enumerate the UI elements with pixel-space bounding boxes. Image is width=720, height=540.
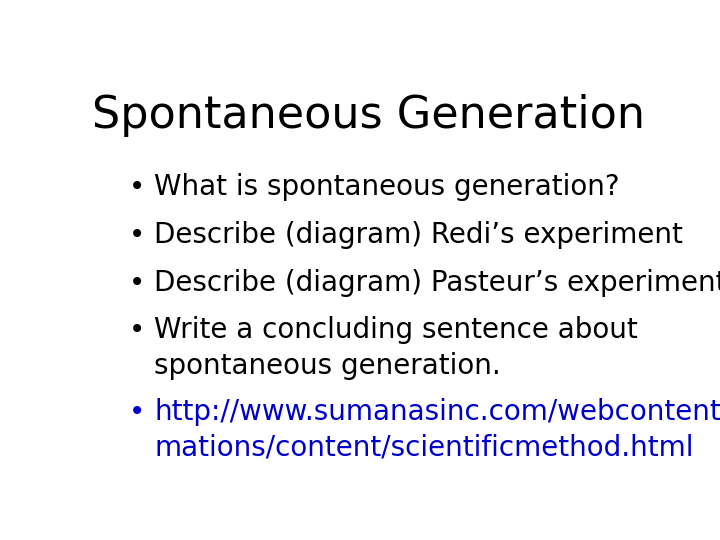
Text: http://www.sumanasinc.com/webcontent/ani
mations/content/scientificmethod.html: http://www.sumanasinc.com/webcontent/ani…	[154, 399, 720, 462]
Text: •: •	[129, 221, 145, 249]
Text: Describe (diagram) Redi’s experiment: Describe (diagram) Redi’s experiment	[154, 221, 683, 249]
Text: Write a concluding sentence about
spontaneous generation.: Write a concluding sentence about sponta…	[154, 316, 638, 380]
Text: Spontaneous Generation: Spontaneous Generation	[92, 94, 646, 137]
Text: What is spontaneous generation?: What is spontaneous generation?	[154, 173, 620, 201]
Text: •: •	[129, 268, 145, 296]
Text: •: •	[129, 316, 145, 345]
Text: •: •	[129, 173, 145, 201]
Text: •: •	[129, 399, 145, 426]
Text: Describe (diagram) Pasteur’s experiment: Describe (diagram) Pasteur’s experiment	[154, 268, 720, 296]
